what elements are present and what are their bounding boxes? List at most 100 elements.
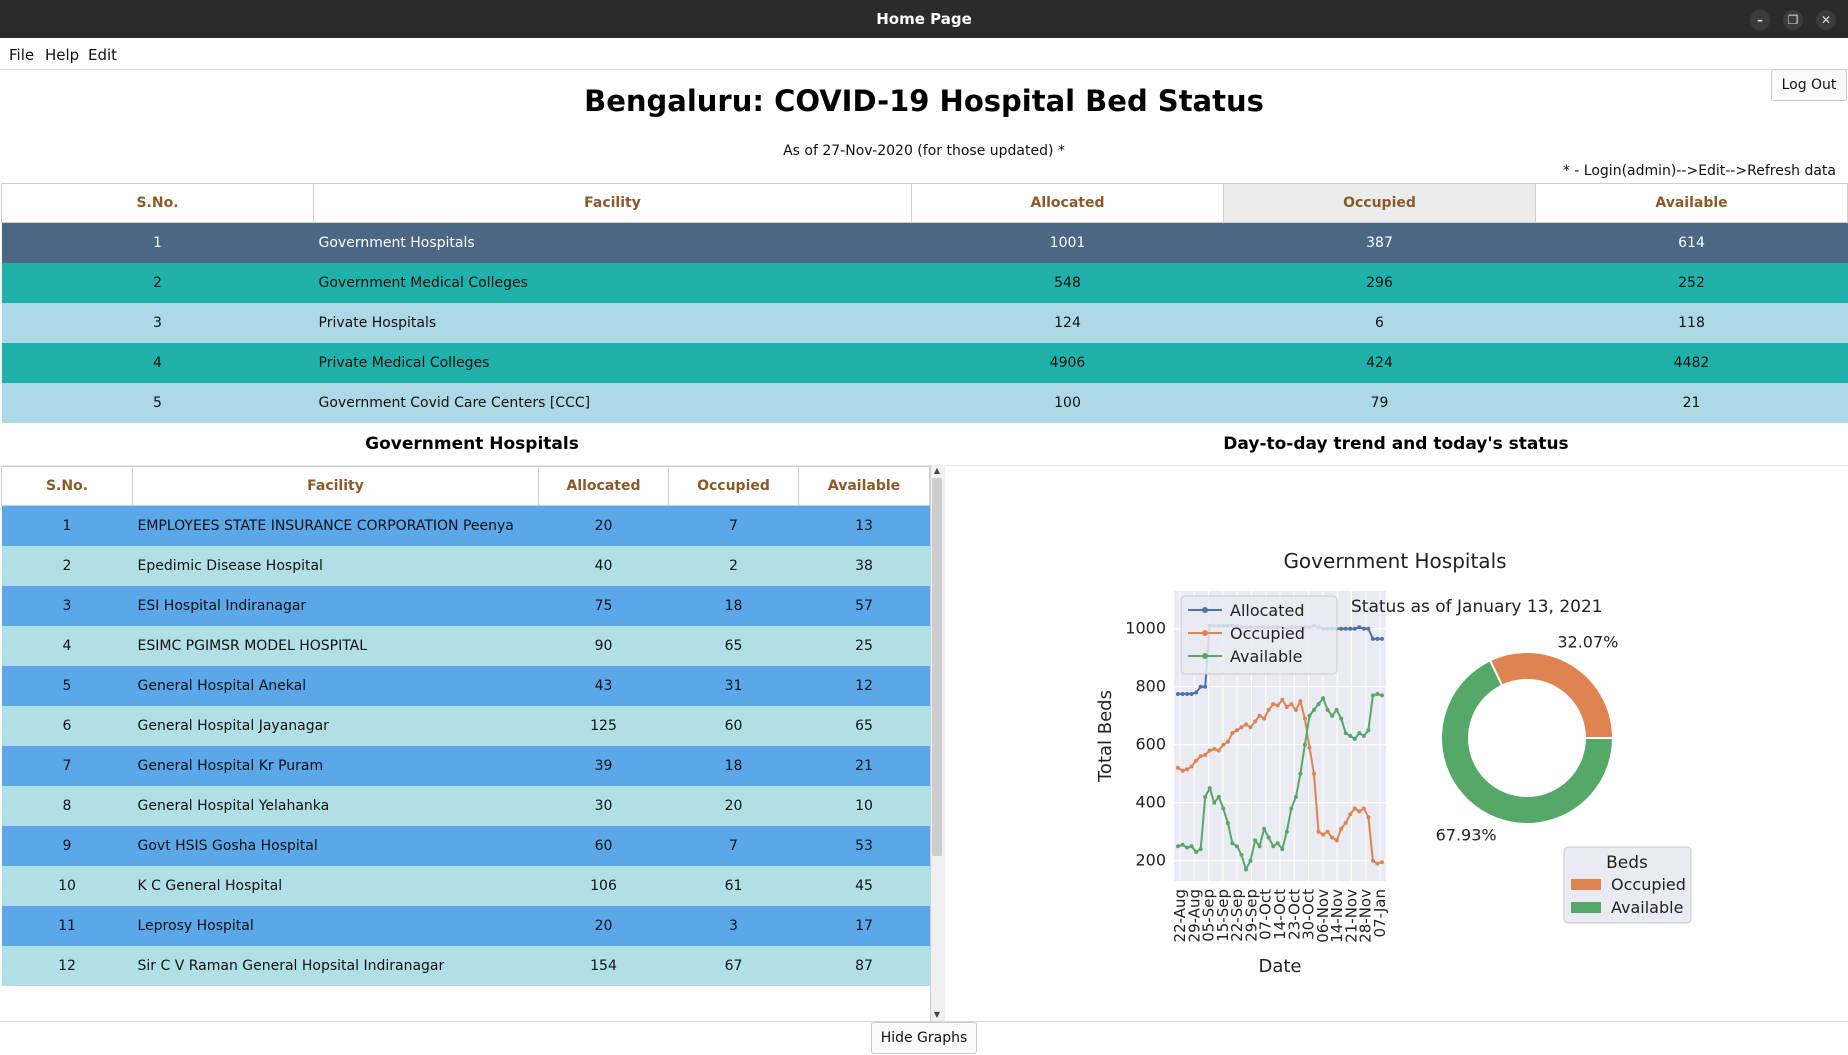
table-row[interactable]: 2 Epedimic Disease Hospital 40 2 38 [1, 546, 930, 586]
data-point [1307, 713, 1312, 718]
data-point [1339, 626, 1344, 631]
data-point [1275, 703, 1280, 708]
table-row[interactable]: 12 Sir C V Raman General Hopsital Indiran… [1, 946, 930, 986]
data-point [1357, 625, 1362, 630]
cell-available: 614 [1678, 235, 1705, 251]
cell-allocated: 75 [594, 598, 613, 614]
menu-help[interactable]: Help [45, 46, 80, 64]
cell-occupied: 60 [724, 718, 743, 734]
summary-table-header: S.No. Facility Allocated Occupied Availa… [1, 183, 1848, 223]
data-point [1325, 829, 1330, 834]
table-row[interactable]: 6 General Hospital Jayanagar 125 60 65 [1, 706, 930, 746]
cell-allocated: 43 [594, 678, 613, 694]
table-row[interactable]: 9 Govt HSIS Gosha Hospital 60 7 53 [1, 826, 930, 866]
cell-facility: General Hospital Anekal [137, 678, 307, 694]
table-row[interactable]: 7 General Hospital Kr Puram 39 18 21 [1, 746, 930, 786]
cell-available: 21 [855, 758, 873, 774]
column-header-sno[interactable]: S.No. [1, 466, 133, 506]
cell-allocated: 30 [594, 798, 613, 814]
menu-edit[interactable]: Edit [88, 46, 118, 64]
data-point [1225, 821, 1230, 825]
data-point [1189, 691, 1194, 696]
data-point [1234, 844, 1239, 849]
data-point [1207, 786, 1212, 791]
data-point [1198, 754, 1203, 759]
table-row[interactable]: 1 EMPLOYEES STATE INSURANCE CORPORATION P… [1, 505, 930, 546]
data-point [1216, 794, 1221, 799]
maximize-icon[interactable]: ❐ [1783, 10, 1803, 30]
column-header-sno[interactable]: S.No. [1, 183, 314, 223]
table-row[interactable]: 10 K C General Hospital 106 61 45 [1, 866, 930, 906]
hide-graphs-button[interactable]: Hide Graphs [871, 1022, 977, 1054]
table-row[interactable]: 8 General Hospital Yelahanka 30 20 10 [1, 786, 930, 826]
column-header-occupied[interactable]: Occupied [1223, 183, 1536, 223]
trend-charts: Government Hospitals 22-Aug29-Aug05-Sep1… [1095, 549, 1692, 977]
pie-value-label: 67.93% [1436, 825, 1497, 844]
column-header-allocated[interactable]: Allocated [911, 183, 1224, 223]
table-row[interactable]: 3 ESI Hospital Indiranagar 75 18 57 [1, 586, 930, 626]
scrollbar-thumb[interactable] [932, 478, 942, 856]
data-point [1262, 826, 1267, 831]
scroll-up-icon[interactable]: ▲ [933, 466, 941, 475]
column-header-occupied[interactable]: Occupied [668, 466, 799, 506]
data-point [1271, 702, 1276, 707]
table-row[interactable]: 4 Private Medical Colleges 4906 424 4482 [1, 343, 1848, 383]
data-point [1185, 767, 1190, 772]
pie-chart: 32.07% 67.93% Beds Occupied Available [1436, 633, 1692, 924]
x-axis-label: Date [1258, 956, 1301, 977]
data-point [1307, 745, 1312, 750]
data-point [1244, 867, 1248, 872]
table-row[interactable]: 5 Government Covid Care Centers [CCC] 10… [1, 383, 1848, 423]
data-point [1380, 860, 1384, 865]
data-point [1244, 722, 1248, 727]
table-row[interactable]: 2 Government Medical Colleges 548 296 25… [1, 263, 1848, 303]
line-chart-title: Government Hospitals [1283, 549, 1506, 573]
data-point [1293, 794, 1298, 799]
y-tick-label: 200 [1135, 851, 1166, 870]
column-header-facility[interactable]: Facility [313, 183, 912, 223]
minimize-icon[interactable]: – [1750, 10, 1770, 30]
cell-available: 53 [855, 838, 873, 854]
x-tick-label: 29-Sep [1242, 889, 1260, 942]
data-point [1212, 747, 1217, 752]
column-header-facility[interactable]: Facility [132, 466, 539, 506]
cell-occupied: 7 [729, 838, 738, 854]
data-point [1176, 691, 1180, 696]
data-point [1212, 800, 1217, 805]
data-point [1321, 832, 1326, 837]
cell-occupied: 7 [729, 518, 738, 534]
data-point [1370, 636, 1375, 641]
cell-facility: Government Covid Care Centers [CCC] [318, 395, 591, 411]
cell-occupied: 18 [724, 598, 743, 614]
cell-allocated: 39 [594, 758, 613, 774]
data-point [1194, 758, 1199, 763]
column-header-allocated[interactable]: Allocated [538, 466, 669, 506]
menu-file[interactable]: File [9, 46, 35, 64]
legend-label: Occupied [1230, 624, 1305, 643]
cell-sno: 1 [153, 235, 162, 251]
cell-occupied: 67 [724, 958, 743, 974]
column-header-available[interactable]: Available [1535, 183, 1848, 223]
data-point [1348, 626, 1353, 631]
cell-allocated: 90 [594, 638, 613, 654]
column-header-available[interactable]: Available [798, 466, 930, 506]
scroll-down-icon[interactable]: ▼ [933, 1010, 941, 1019]
logout-button[interactable]: Log Out [1771, 69, 1847, 101]
table-row[interactable]: 3 Private Hospitals 124 6 118 [1, 303, 1848, 343]
data-point [1289, 806, 1294, 811]
cell-occupied: 6 [1375, 315, 1384, 331]
refresh-note: * - Login(admin)-->Edit-->Refresh data [1562, 163, 1836, 179]
cell-available: 57 [855, 598, 873, 614]
table-row[interactable]: 11 Leprosy Hospital 20 3 17 [1, 906, 930, 946]
as-of-date: As of 27-Nov-2020 (for those updated) * [783, 143, 1065, 159]
data-point [1257, 713, 1262, 718]
legend-marker [1202, 607, 1208, 613]
cell-occupied: 3 [729, 918, 738, 934]
data-point [1293, 707, 1298, 712]
table-row[interactable]: 4 ESIMC PGIMSR MODEL HOSPITAL 90 65 25 [1, 626, 930, 666]
table-row[interactable]: 5 General Hospital Anekal 43 31 12 [1, 666, 930, 706]
close-icon[interactable]: ✕ [1816, 10, 1836, 30]
cell-facility: General Hospital Kr Puram [137, 758, 324, 774]
table-row[interactable]: 1 Government Hospitals 1001 387 614 [1, 222, 1848, 263]
cell-available: 38 [855, 558, 873, 574]
